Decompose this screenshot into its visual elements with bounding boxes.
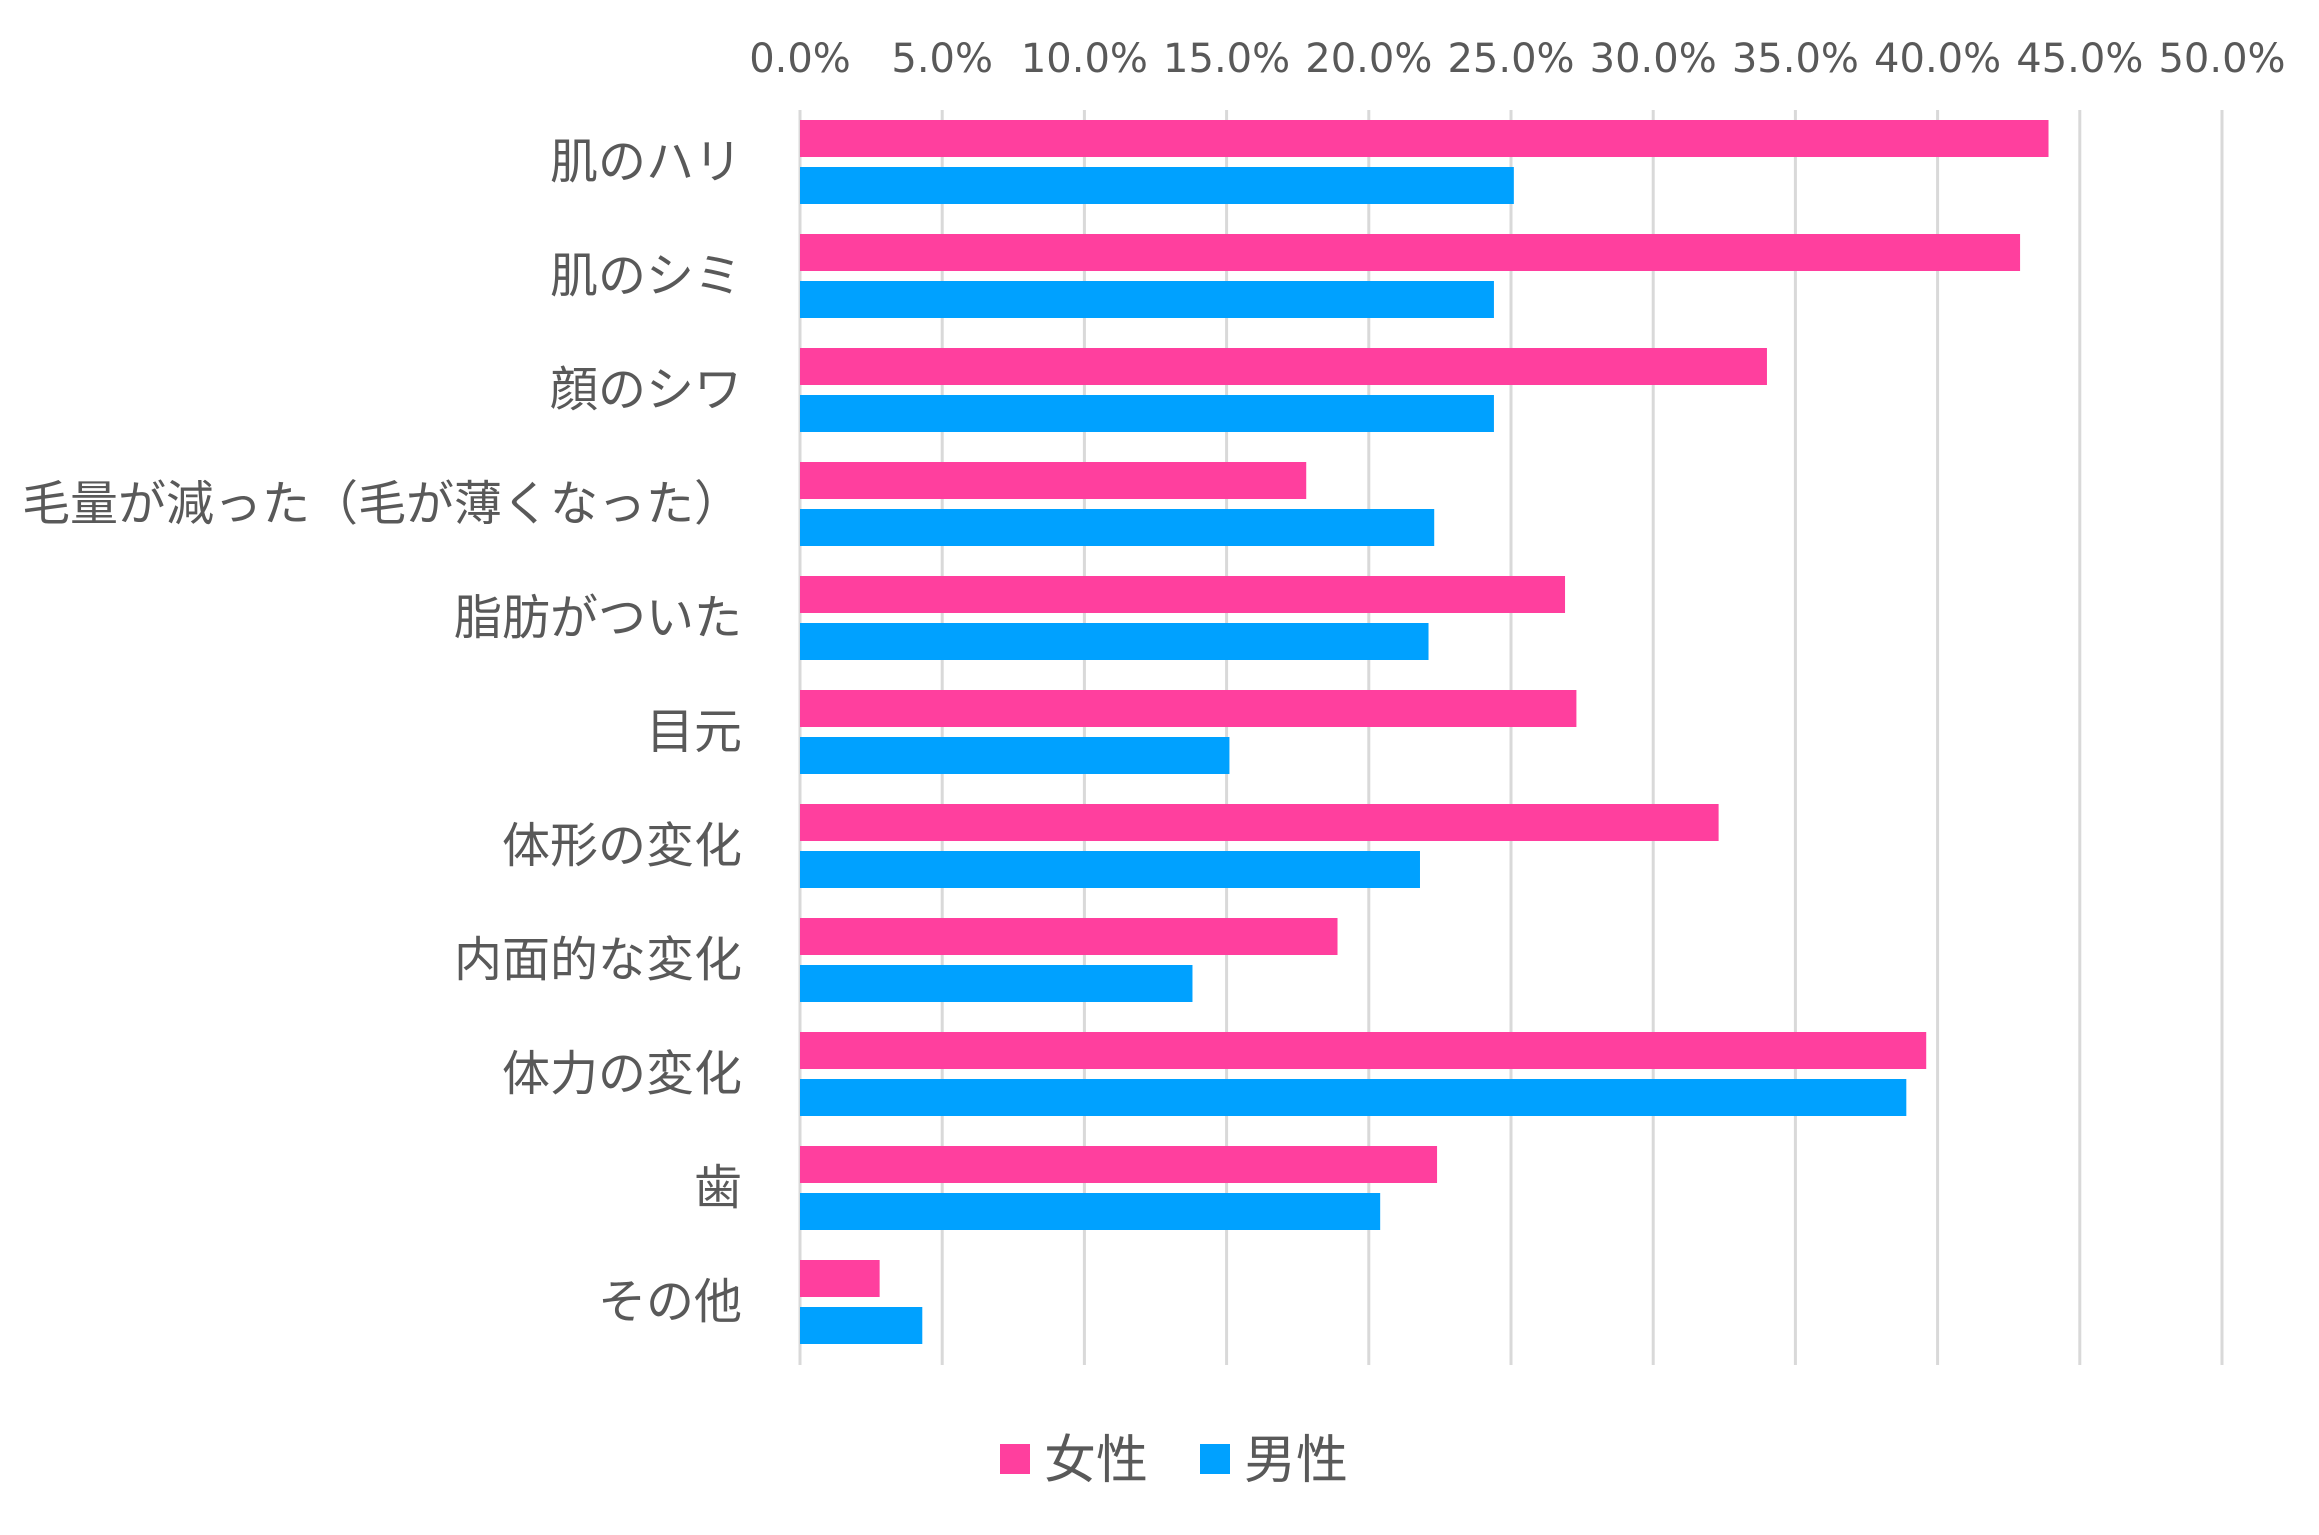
x-tick-label: 0.0%: [749, 36, 851, 82]
legend-marker: [1200, 1444, 1230, 1474]
x-tick-label: 15.0%: [1163, 36, 1290, 82]
bar-male: [800, 1079, 1907, 1116]
category-label: 脂肪がついた: [454, 590, 742, 646]
bar-male: [800, 281, 1494, 318]
x-tick-label: 10.0%: [1021, 36, 1148, 82]
bar-female: [800, 1260, 880, 1297]
x-tick-label: 50.0%: [2158, 36, 2285, 82]
bar-male: [800, 623, 1429, 660]
bar-female: [800, 1146, 1438, 1183]
bar-female: [800, 234, 2021, 271]
bar-male: [800, 1307, 923, 1344]
bar-female: [800, 1032, 1927, 1069]
category-label: 目元: [646, 704, 742, 760]
category-label: 歯: [694, 1160, 742, 1216]
x-tick-label: 25.0%: [1447, 36, 1574, 82]
bar-male: [800, 737, 1230, 774]
bar-male: [800, 167, 1514, 204]
bar-male: [800, 965, 1193, 1002]
x-tick-label: 5.0%: [891, 36, 993, 82]
category-label: その他: [598, 1274, 742, 1330]
x-axis-ticks: 0.0% 5.0% 10.0% 15.0% 20.0% 25.0% 30.0% 35.0% 40…: [749, 36, 2285, 82]
x-tick-label: 20.0%: [1305, 36, 1432, 82]
x-tick-label: 35.0%: [1732, 36, 1859, 82]
bar-male: [800, 509, 1435, 546]
category-label: 肌のシミ: [550, 248, 742, 304]
bar-female: [800, 690, 1577, 727]
category-label: 肌のハリ: [550, 134, 742, 190]
bar-female: [800, 462, 1307, 499]
legend-label: 女性: [1044, 1431, 1148, 1491]
category-label: 内面的な変化: [454, 932, 742, 988]
category-label: 体形の変化: [502, 818, 742, 874]
bar-male: [800, 1193, 1381, 1230]
legend-marker: [1000, 1444, 1030, 1474]
legend-label: 男性: [1244, 1431, 1348, 1491]
bar-female: [800, 120, 2049, 157]
category-label: 顔のシワ: [550, 362, 742, 418]
bar-male: [800, 395, 1494, 432]
category-label: 毛量が減った（毛が薄くなった）: [22, 476, 742, 532]
bar-male: [800, 851, 1420, 888]
bar-female: [800, 576, 1566, 613]
x-tick-label: 40.0%: [1874, 36, 2001, 82]
category-label: 体力の変化: [502, 1046, 742, 1102]
x-tick-label: 45.0%: [2016, 36, 2143, 82]
legend: 女性 男性: [1000, 1431, 1348, 1491]
x-tick-label: 30.0%: [1590, 36, 1717, 82]
bars: [800, 120, 2049, 1344]
gridlines: [798, 110, 2224, 1365]
bar-female: [800, 348, 1767, 385]
bar-female: [800, 918, 1338, 955]
bar-female: [800, 804, 1719, 841]
